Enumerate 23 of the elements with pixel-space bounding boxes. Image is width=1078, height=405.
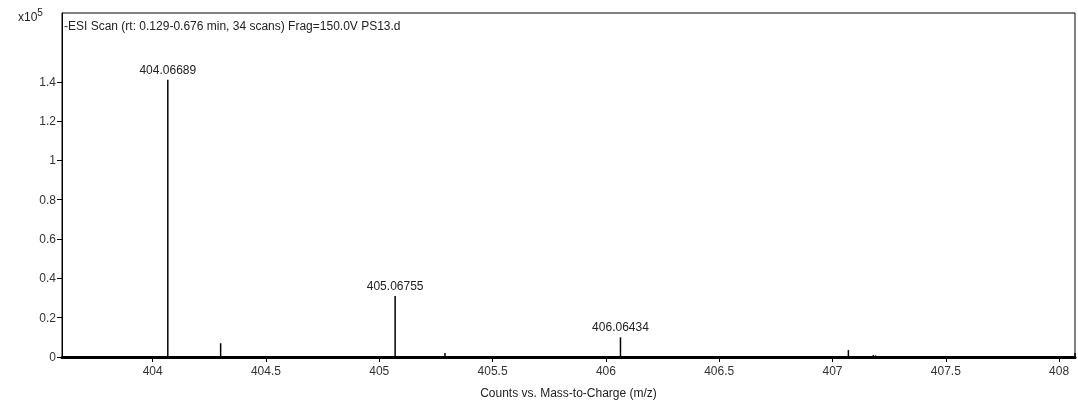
x-tick-label: 406.5 bbox=[704, 364, 735, 378]
y-tick-label: 0 bbox=[49, 350, 57, 364]
x-tick-label: 405.5 bbox=[477, 364, 508, 378]
x-tick-label: 408 bbox=[1049, 364, 1070, 378]
annotation: 404.06689 bbox=[139, 62, 197, 77]
y-tick-label: 1.4 bbox=[39, 74, 57, 89]
annotation: 406.06434 bbox=[592, 320, 650, 335]
y-tick-label: 0.4 bbox=[39, 271, 57, 286]
x-axis-title: Counts vs. Mass-to-Charge (m/z) bbox=[480, 386, 657, 400]
y-tick-label: 0.8 bbox=[39, 192, 57, 207]
x-tick-label: 407.5 bbox=[930, 364, 962, 378]
x-tick-label: 404.5 bbox=[250, 364, 282, 378]
text: -ESI Scan (rt: 0.129-0.676 min, 34 scans) Frag=150.0V PS13.d bbox=[64, 19, 401, 33]
y-tick-label: 0.2 bbox=[39, 310, 57, 325]
y-tick-label: 1 bbox=[49, 153, 57, 168]
annotation: 405.06755 bbox=[366, 279, 424, 294]
x-tick-label: 407 bbox=[822, 364, 843, 378]
y-axis-title: x10$^{5}$ bbox=[18, 6, 43, 24]
x-tick-label: 404 bbox=[142, 364, 163, 378]
x-tick-label: 405 bbox=[369, 364, 390, 378]
y-tick-label: 0.6 bbox=[39, 232, 57, 247]
y-tick-label: 1.2 bbox=[39, 114, 57, 129]
x-tick-label: 406 bbox=[595, 364, 617, 378]
